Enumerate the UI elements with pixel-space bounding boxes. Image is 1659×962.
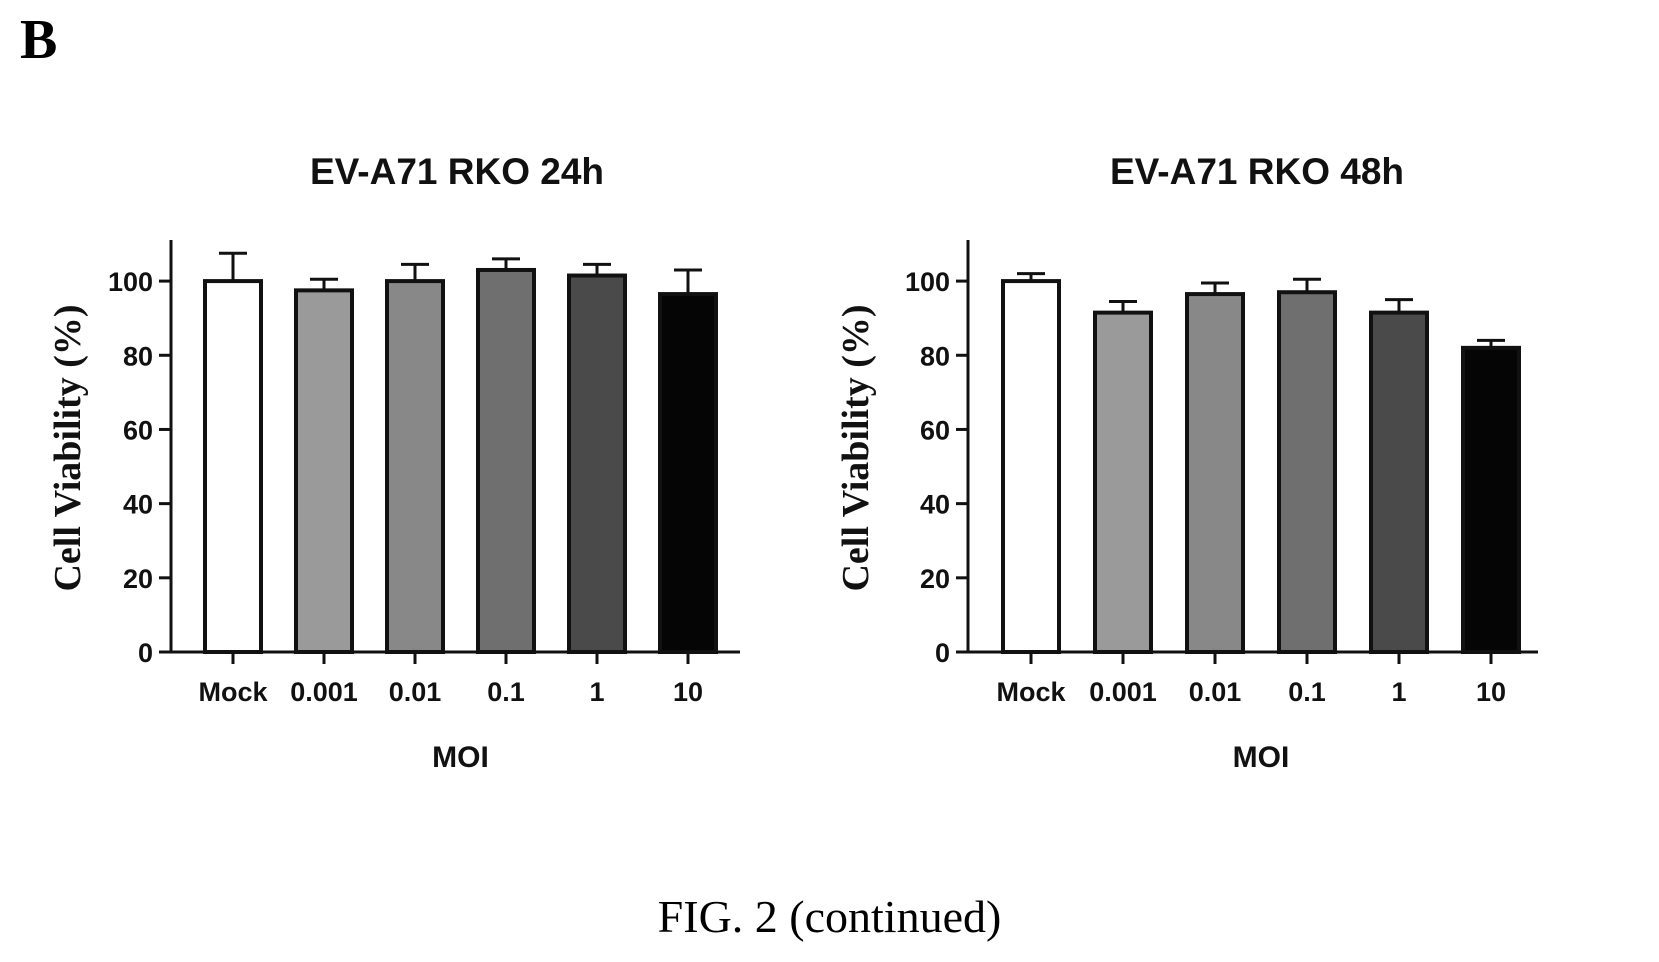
y-tick-label: 40 bbox=[920, 490, 950, 520]
y-tick-label: 40 bbox=[123, 490, 153, 520]
x-tick-label: 0.01 bbox=[389, 677, 442, 707]
bar-Mock bbox=[1001, 279, 1061, 654]
y-tick-label: 0 bbox=[138, 638, 153, 668]
y-axis-label: Cell Viability (%) bbox=[835, 304, 877, 591]
y-tick-label: 100 bbox=[905, 267, 950, 297]
figure-caption: FIG. 2 (continued) bbox=[657, 891, 1002, 942]
y-tick-label: 20 bbox=[920, 564, 950, 594]
chart-24h: EV-A71 RKO 24h 0 20 40 60 80 100 Cell Viability… bbox=[47, 151, 740, 774]
bar-1 bbox=[567, 273, 627, 654]
bar-10 bbox=[1461, 345, 1521, 654]
x-tick-label: Mock bbox=[996, 677, 1066, 707]
bar-0.1 bbox=[1277, 290, 1337, 654]
y-axis-label: Cell Viability (%) bbox=[47, 304, 89, 591]
chart-title: EV-A71 RKO 24h bbox=[310, 151, 604, 192]
y-tick-label: 60 bbox=[920, 415, 950, 445]
x-axis-label: MOI bbox=[1233, 741, 1290, 774]
x-tick-label: 1 bbox=[1391, 677, 1406, 707]
bar-0.1 bbox=[476, 267, 536, 654]
panel-label: B bbox=[20, 9, 58, 71]
y-tick-label: 20 bbox=[123, 564, 153, 594]
bar-0.001 bbox=[294, 288, 354, 654]
x-tick-label: 0.1 bbox=[487, 677, 525, 707]
chart-title: EV-A71 RKO 48h bbox=[1110, 151, 1404, 192]
x-tick-label: 0.001 bbox=[290, 677, 358, 707]
chart-48h: EV-A71 RKO 48h 0 20 40 60 80 100 Cell Viability… bbox=[835, 151, 1538, 774]
x-tick-label: 1 bbox=[589, 677, 604, 707]
x-tick-label: Mock bbox=[198, 677, 268, 707]
x-axis-label: MOI bbox=[432, 741, 489, 774]
bar-0.001 bbox=[1093, 310, 1153, 654]
y-tick-label: 100 bbox=[108, 267, 153, 297]
bar-0.01 bbox=[1185, 292, 1245, 654]
x-tick-label: 0.01 bbox=[1189, 677, 1242, 707]
bar-Mock bbox=[203, 279, 263, 654]
x-tick-label: 10 bbox=[1476, 677, 1506, 707]
x-tick-label: 0.1 bbox=[1288, 677, 1326, 707]
y-tick-label: 0 bbox=[935, 638, 950, 668]
y-tick-label: 80 bbox=[920, 341, 950, 371]
x-tick-label: 10 bbox=[673, 677, 703, 707]
bar-10 bbox=[658, 292, 718, 654]
bar-0.01 bbox=[385, 279, 445, 654]
x-tick-label: 0.001 bbox=[1089, 677, 1157, 707]
y-tick-label: 60 bbox=[123, 415, 153, 445]
bar-1 bbox=[1369, 310, 1429, 654]
y-tick-label: 80 bbox=[123, 341, 153, 371]
